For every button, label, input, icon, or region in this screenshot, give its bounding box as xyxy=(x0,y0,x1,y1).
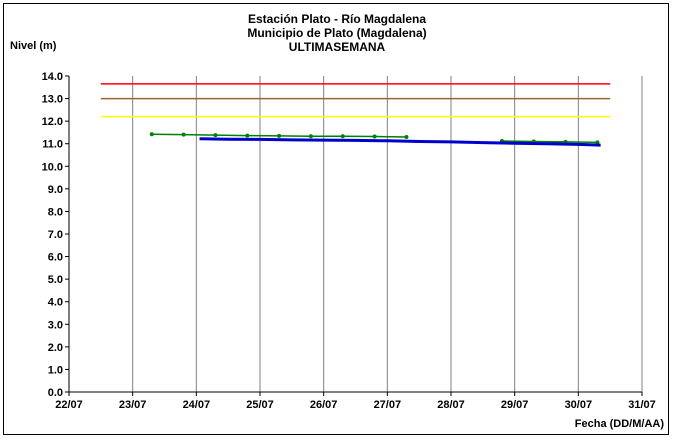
x-tick-label: 24/07 xyxy=(183,399,211,411)
y-tick-label: 10.0 xyxy=(42,161,63,173)
y-tick-label: 3.0 xyxy=(48,319,63,331)
y-tick-label: 4.0 xyxy=(48,297,63,309)
y-tick-label: 5.0 xyxy=(48,274,63,286)
x-tick-label: 26/07 xyxy=(310,399,338,411)
series-line xyxy=(199,137,601,147)
y-tick-label: 8.0 xyxy=(48,206,63,218)
series-line xyxy=(501,140,598,144)
y-tick-label: 7.0 xyxy=(48,229,63,241)
x-tick-label: 23/07 xyxy=(119,399,147,411)
data-point xyxy=(149,132,154,137)
y-tick-label: 2.0 xyxy=(48,342,63,354)
y-tick-label: 0.0 xyxy=(48,387,63,399)
y-tick-label: 6.0 xyxy=(48,252,63,264)
data-point xyxy=(372,134,377,139)
data-point xyxy=(245,133,250,138)
y-tick-label: 9.0 xyxy=(48,184,63,196)
y-axis-label: Nivel (m) xyxy=(10,40,57,52)
y-tick-label: 13.0 xyxy=(42,94,63,106)
data-point xyxy=(404,134,409,139)
y-tick-label: 14.0 xyxy=(42,71,63,83)
data-point xyxy=(277,133,282,138)
x-tick-label: 30/07 xyxy=(565,399,593,411)
chart-title: Estación Plato - Río Magdalena xyxy=(247,12,427,26)
x-tick-label: 22/07 xyxy=(55,399,83,411)
data-point xyxy=(213,133,218,138)
x-tick-label: 31/07 xyxy=(628,399,656,411)
data-point xyxy=(181,132,186,137)
x-tick-label: 28/07 xyxy=(437,399,465,411)
x-tick-label: 29/07 xyxy=(501,399,529,411)
y-tick-label: 11.0 xyxy=(42,139,63,151)
chart-period-label: ULTIMASEMANA xyxy=(288,40,386,54)
data-point xyxy=(595,140,600,145)
y-tick-label: 1.0 xyxy=(48,364,63,376)
y-tick-label: 12.0 xyxy=(42,116,63,128)
data-point xyxy=(340,134,345,139)
x-tick-label: 27/07 xyxy=(374,399,402,411)
data-point xyxy=(308,134,313,139)
chart-subtitle: Municipio de Plato (Magdalena) xyxy=(247,26,427,40)
chart-frame xyxy=(3,3,669,435)
x-tick-label: 25/07 xyxy=(246,399,274,411)
x-axis-label: Fecha (DD/M/AA) xyxy=(574,418,664,430)
